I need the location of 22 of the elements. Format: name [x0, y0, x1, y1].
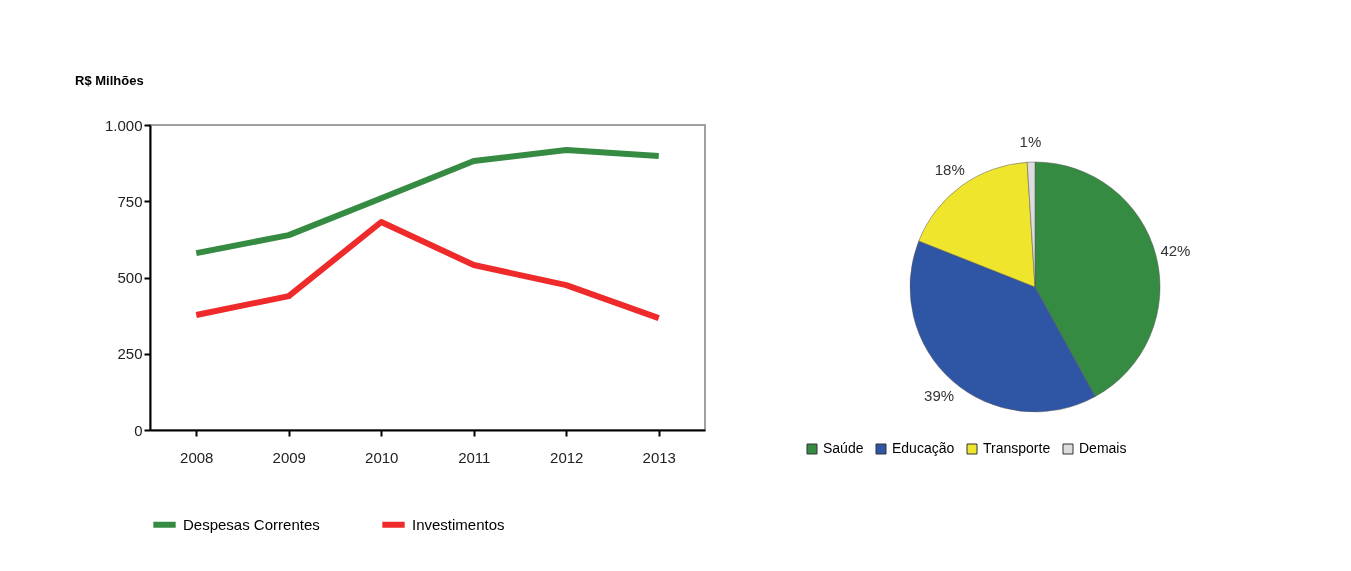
data-label: 1%	[1019, 133, 1042, 151]
y-tick-label: 750	[117, 192, 143, 210]
legend-label: Investimentos	[412, 515, 505, 533]
data-label: 18%	[934, 160, 965, 178]
data-label: 42%	[1160, 241, 1191, 259]
legend-label: Despesas Correntes	[183, 515, 320, 533]
legend-label: Transporte	[983, 440, 1051, 456]
legend-label: Educação	[892, 440, 955, 456]
y-tick-label: 1.000	[104, 116, 143, 134]
y-tick-label: 250	[117, 345, 143, 363]
legend-label: Saúde	[823, 440, 864, 456]
y-tick-label: 0	[134, 421, 143, 439]
x-tick-label: 2009	[272, 448, 306, 466]
x-tick-label: 2012	[550, 448, 584, 466]
x-tick-label: 2008	[180, 448, 214, 466]
data-label: 39%	[924, 386, 955, 404]
x-tick-label: 2011	[458, 448, 491, 466]
legend-label: Demais	[1079, 440, 1127, 456]
y-axis-title: R$ Milhões	[75, 73, 144, 88]
x-tick-label: 2010	[365, 448, 399, 466]
x-tick-label: 2013	[642, 448, 676, 466]
y-tick-label: 500	[117, 269, 143, 286]
